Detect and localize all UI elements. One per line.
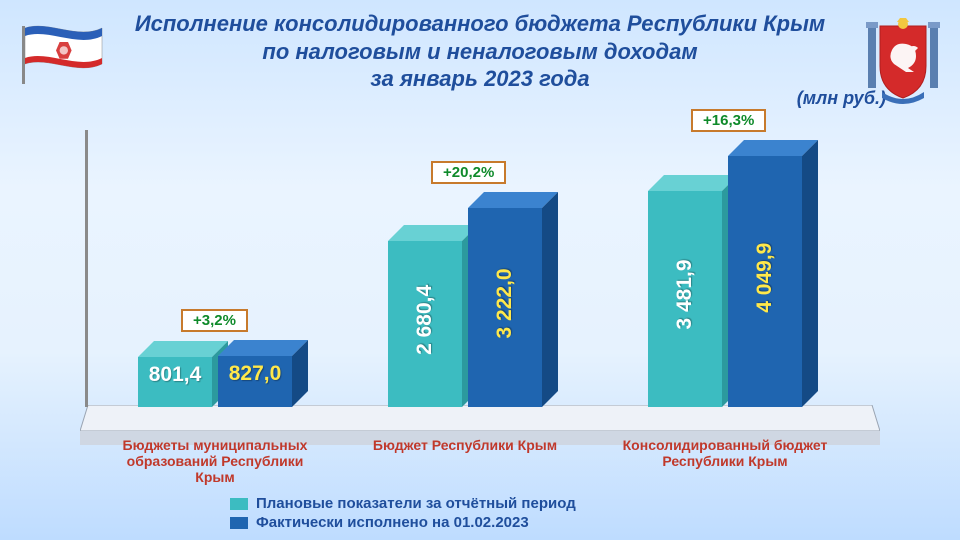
bar-value-1-plan: 2 680,4 xyxy=(413,247,437,393)
legend-item-plan: Плановые показатели за отчётный период xyxy=(230,495,576,512)
bar-value-2-plan: 3 481,9 xyxy=(673,197,697,393)
category-label-1: Бюджет Республики Крым xyxy=(360,437,570,453)
y-axis xyxy=(85,130,88,407)
legend-item-fact: Фактически исполнено на 01.02.2023 xyxy=(230,514,576,531)
legend: Плановые показатели за отчётный период Ф… xyxy=(230,495,576,533)
page-title: Исполнение консолидированного бюджета Ре… xyxy=(0,10,960,93)
bar-value-0-plan: 801,4 xyxy=(136,363,214,387)
crimea-flag-icon xyxy=(18,18,108,93)
pct-badge-2: +16,3% xyxy=(691,109,766,132)
bar-value-2-fact: 4 049,9 xyxy=(753,162,777,393)
bar-value-0-fact: 827,0 xyxy=(216,362,294,386)
legend-label-fact: Фактически исполнено на 01.02.2023 xyxy=(256,514,529,531)
category-label-0: Бюджеты муниципальных образований Респуб… xyxy=(110,437,320,485)
pct-badge-0: +3,2% xyxy=(181,309,248,332)
category-label-2: Консолидированный бюджет Республики Крым xyxy=(620,437,830,469)
crimea-coat-of-arms-icon xyxy=(864,18,942,109)
bar-value-1-fact: 3 222,0 xyxy=(493,214,517,393)
legend-swatch-plan xyxy=(230,498,248,510)
title-line1: Исполнение консолидированного бюджета Ре… xyxy=(0,10,960,38)
legend-swatch-fact xyxy=(230,517,248,529)
legend-label-plan: Плановые показатели за отчётный период xyxy=(256,495,576,512)
pct-badge-1: +20,2% xyxy=(431,161,506,184)
title-line2: по налоговым и неналоговым доходам xyxy=(0,38,960,66)
